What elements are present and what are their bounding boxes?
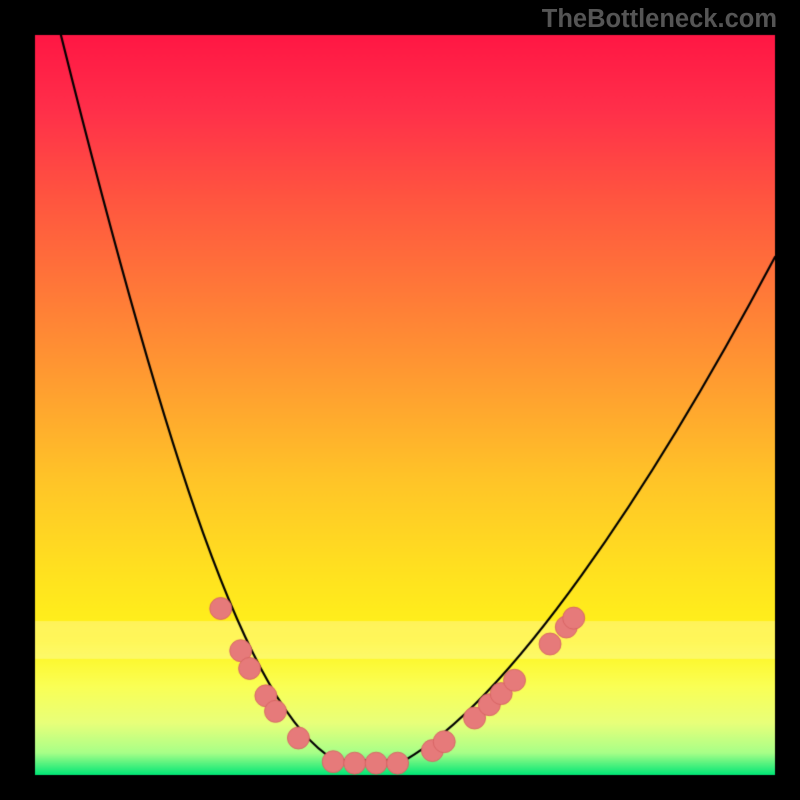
- bottleneck-curve-chart: [0, 0, 800, 800]
- watermark-text: TheBottleneck.com: [542, 5, 777, 34]
- chart-stage: TheBottleneck.com: [0, 0, 800, 800]
